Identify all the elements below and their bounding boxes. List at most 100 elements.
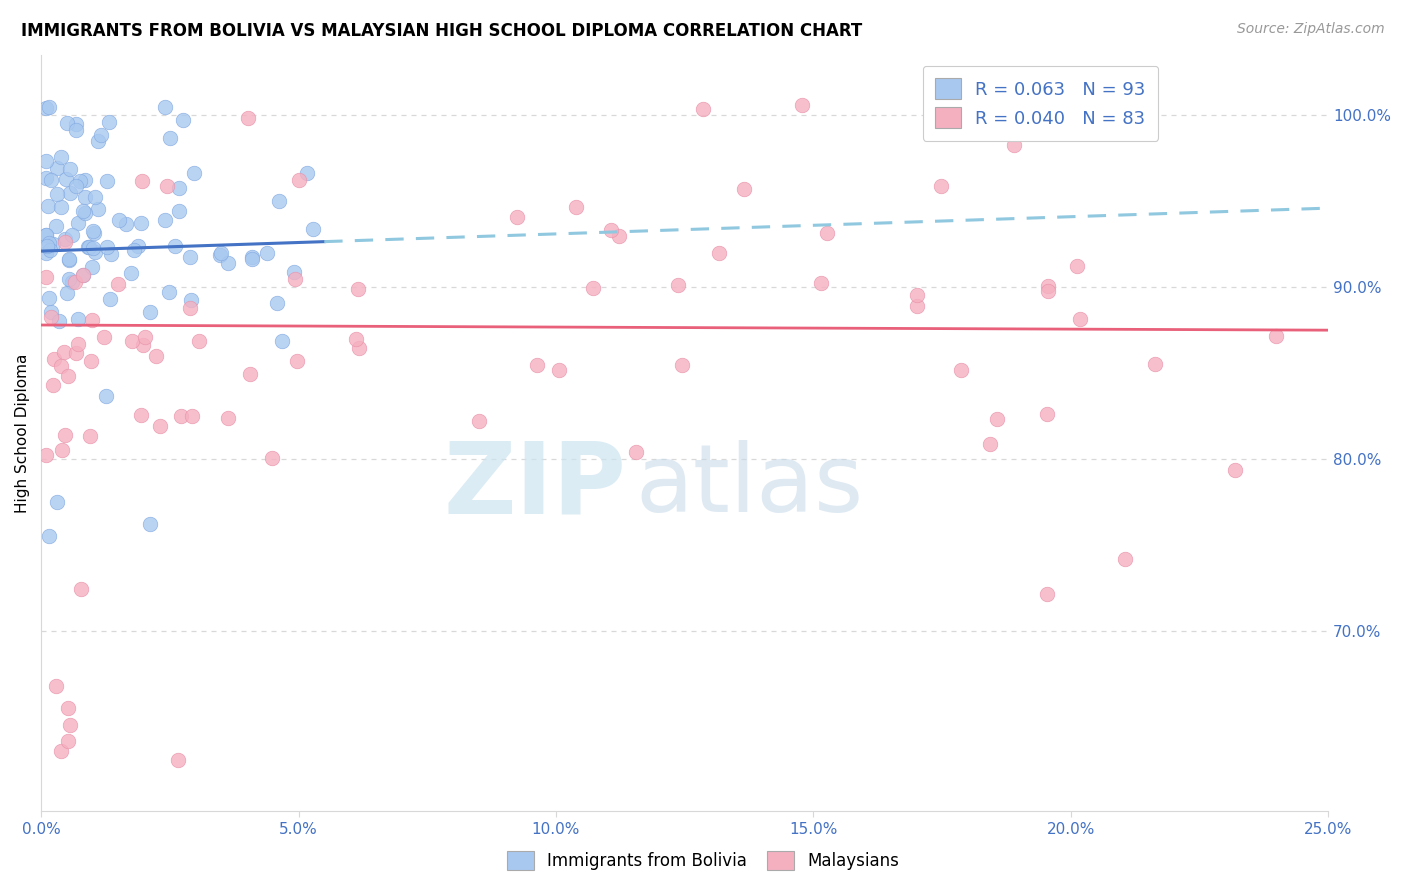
Point [187, 334, 209, 348]
Point [179, 301, 201, 316]
Point [145, 349, 167, 363]
Point [121, 334, 143, 348]
Point [46, 161, 69, 176]
Point [35, 227, 58, 242]
Point [129, 216, 152, 230]
Point [217, 255, 239, 269]
Point [1223, 463, 1246, 477]
Point [262, 451, 284, 466]
Point [180, 293, 202, 307]
Point [38, 291, 60, 305]
Point [607, 228, 630, 243]
Point [668, 278, 690, 293]
Point [157, 285, 180, 300]
Point [53, 232, 76, 246]
Point [979, 436, 1001, 450]
Point [1036, 278, 1059, 293]
Point [72, 268, 94, 283]
Point [671, 358, 693, 372]
Point [83, 244, 105, 259]
Point [1036, 587, 1059, 601]
Point [929, 178, 952, 193]
Point [810, 276, 832, 290]
Point [1002, 137, 1025, 152]
Point [468, 414, 491, 428]
Point [37, 199, 59, 213]
Point [166, 753, 188, 767]
Point [107, 277, 129, 291]
Point [236, 111, 259, 125]
Point [45, 219, 67, 233]
Point [565, 200, 588, 214]
Point [70, 582, 93, 596]
Point [817, 226, 839, 240]
Point [1066, 259, 1088, 273]
Point [167, 203, 190, 218]
Point [626, 445, 648, 459]
Point [120, 266, 142, 280]
Point [167, 181, 190, 195]
Point [98, 292, 121, 306]
Point [67, 312, 90, 326]
Point [87, 134, 110, 148]
Point [132, 338, 155, 352]
Point [692, 102, 714, 116]
Point [58, 272, 80, 286]
Point [122, 244, 145, 258]
Point [344, 332, 367, 346]
Point [96, 174, 118, 188]
Point [60, 228, 83, 243]
Point [347, 282, 370, 296]
Point [58, 368, 80, 383]
Point [733, 181, 755, 195]
Point [51, 442, 73, 457]
Point [79, 429, 101, 443]
Point [87, 202, 110, 216]
Point [56, 701, 79, 715]
Point [96, 240, 118, 254]
Point [53, 235, 76, 249]
Point [179, 250, 201, 264]
Point [582, 281, 605, 295]
Point [82, 313, 104, 327]
Point [266, 296, 288, 310]
Point [73, 190, 96, 204]
Point [60, 275, 83, 289]
Point [153, 212, 176, 227]
Point [80, 260, 103, 275]
Point [108, 213, 131, 227]
Point [170, 409, 193, 424]
Point [270, 334, 292, 348]
Point [240, 252, 263, 266]
Point [35, 245, 58, 260]
Point [131, 174, 153, 188]
Point [159, 130, 181, 145]
Point [183, 166, 205, 180]
Point [84, 190, 107, 204]
Text: Source: ZipAtlas.com: Source: ZipAtlas.com [1237, 22, 1385, 37]
Point [1143, 357, 1166, 371]
Point [526, 358, 548, 372]
Point [35, 448, 58, 462]
Point [239, 368, 262, 382]
Point [1265, 329, 1288, 343]
Point [127, 238, 149, 252]
Point [58, 252, 80, 267]
Point [49, 150, 72, 164]
Point [58, 252, 80, 266]
Point [82, 223, 104, 237]
Point [45, 187, 67, 202]
Point [48, 314, 70, 328]
Point [39, 310, 62, 325]
Point [240, 250, 263, 264]
Point [42, 378, 65, 392]
Point [38, 243, 60, 257]
Point [295, 165, 318, 179]
Point [1069, 311, 1091, 326]
Point [59, 186, 82, 201]
Point [134, 330, 156, 344]
Point [65, 123, 87, 137]
Point [256, 245, 278, 260]
Point [42, 237, 65, 252]
Point [79, 354, 101, 368]
